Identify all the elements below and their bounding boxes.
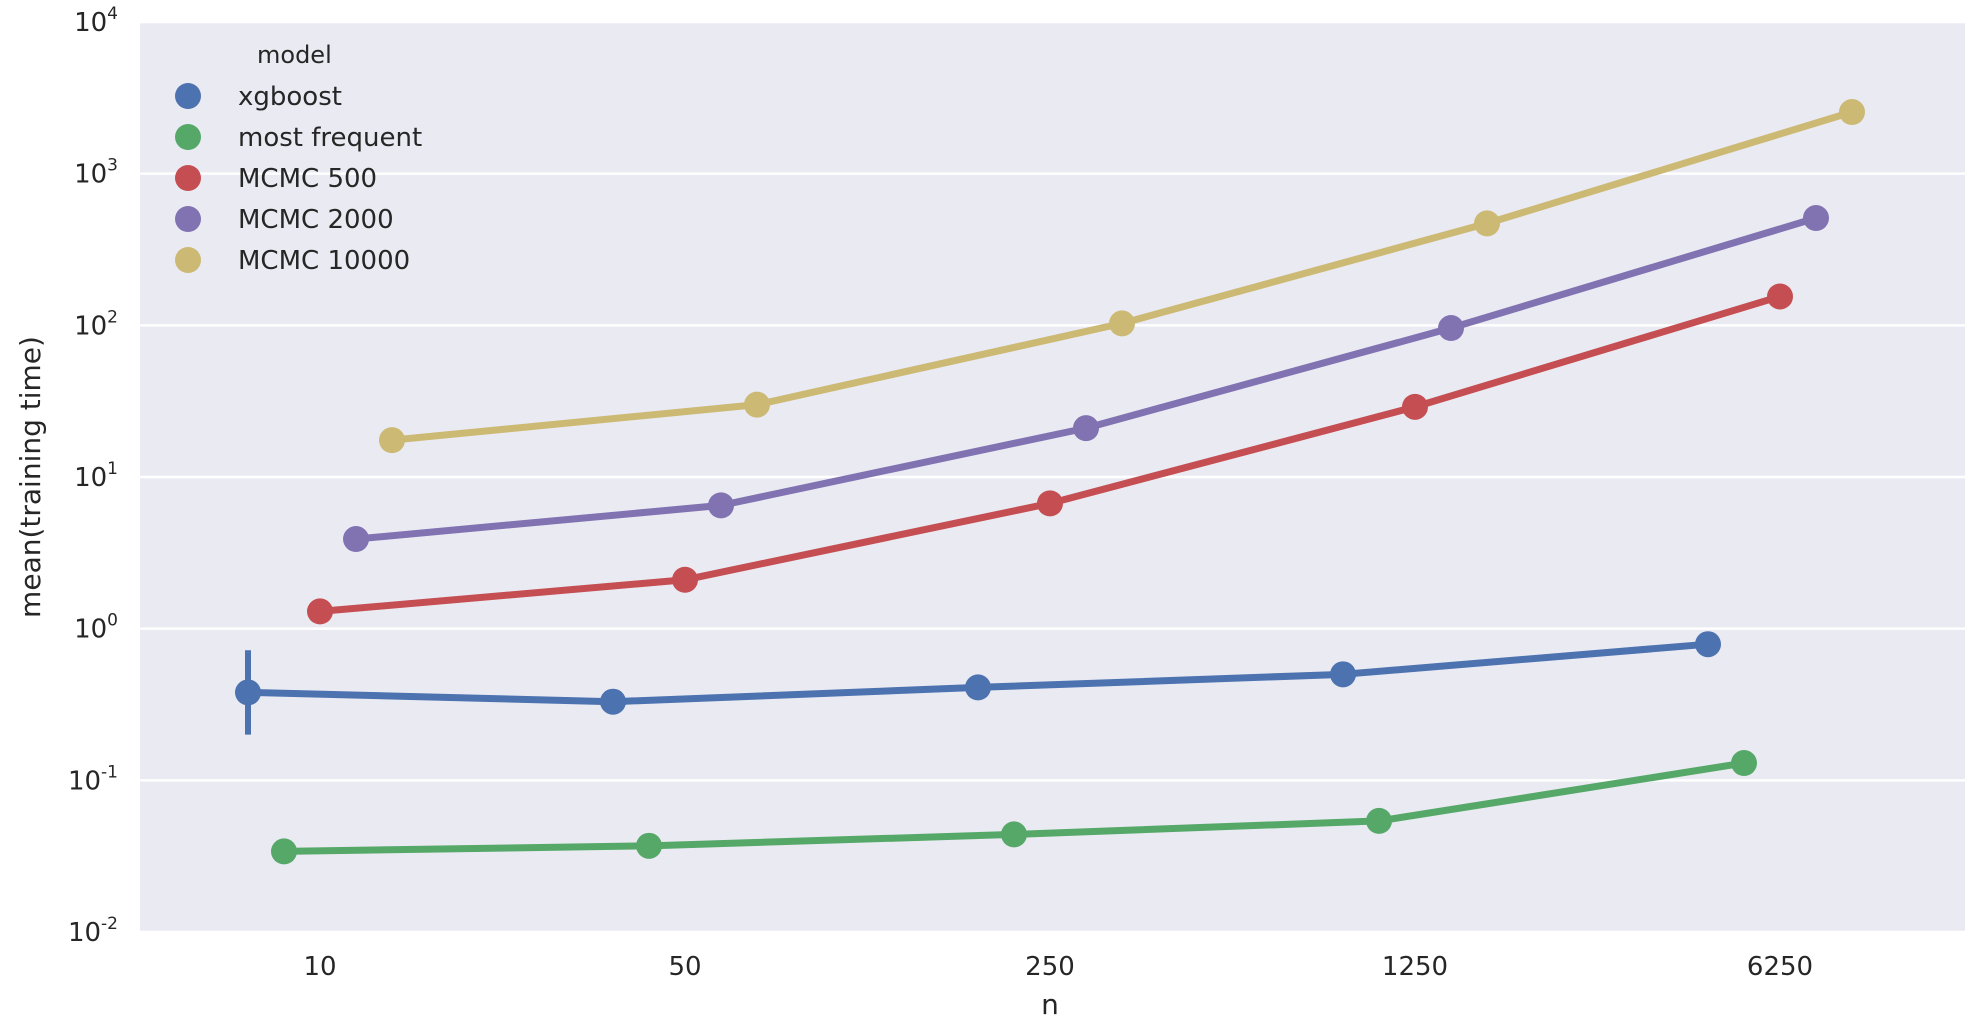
legend-label: xgboost	[238, 82, 342, 112]
data-point	[1109, 310, 1135, 337]
data-point	[1073, 415, 1099, 442]
data-point	[1438, 315, 1464, 342]
series-group	[235, 99, 1865, 865]
x-tick-label: 6250	[1747, 952, 1813, 982]
data-point	[1767, 283, 1793, 310]
data-point	[708, 492, 734, 519]
y-tick-label: 101	[74, 459, 118, 493]
data-point	[235, 679, 261, 706]
data-point	[1695, 631, 1721, 658]
legend-marker	[175, 165, 201, 191]
data-point	[672, 566, 698, 593]
data-point	[744, 391, 770, 418]
data-point	[1037, 490, 1063, 517]
legend-title: model	[257, 41, 332, 69]
x-tick-label: 50	[668, 952, 701, 982]
data-point	[307, 598, 333, 625]
y-tick-label: 100	[74, 611, 118, 645]
y-tick-label: 10-1	[68, 762, 118, 796]
y-tick-label: 102	[74, 307, 118, 341]
data-point	[1803, 205, 1829, 232]
x-tick-label: 250	[1025, 952, 1075, 982]
data-point	[379, 427, 405, 454]
data-point	[271, 838, 297, 865]
data-point	[343, 526, 369, 553]
y-tick-labels: 10-2 10-1 100 101 102 103 104	[68, 4, 118, 948]
data-point	[1402, 393, 1428, 420]
data-point	[1839, 99, 1865, 126]
legend-marker	[175, 83, 201, 109]
x-axis-label: n	[1041, 988, 1059, 1021]
data-point	[1001, 821, 1027, 848]
x-tick-labels: 10 50 250 1250 6250	[303, 952, 1813, 982]
legend-label: MCMC 10000	[238, 246, 410, 276]
legend: model xgboost most frequent MCMC 500 MCMC 2…	[175, 41, 422, 276]
y-tick-label: 10-2	[68, 914, 118, 948]
legend-label: MCMC 2000	[238, 205, 394, 235]
y-axis-label: mean(training time)	[14, 336, 47, 618]
data-point	[1731, 750, 1757, 777]
x-tick-label: 1250	[1382, 952, 1448, 982]
data-point	[1474, 210, 1500, 237]
data-point	[1366, 807, 1392, 834]
legend-marker	[175, 206, 201, 232]
data-point	[636, 832, 662, 859]
legend-marker	[175, 124, 201, 150]
y-tick-label: 104	[74, 4, 118, 38]
y-tick-label: 103	[74, 156, 118, 190]
legend-marker	[175, 247, 201, 273]
legend-label: MCMC 500	[238, 164, 377, 194]
data-point	[965, 674, 991, 701]
data-point	[600, 688, 626, 715]
legend-label: most frequent	[238, 123, 422, 153]
data-point	[1330, 661, 1356, 688]
x-tick-label: 10	[303, 952, 336, 982]
